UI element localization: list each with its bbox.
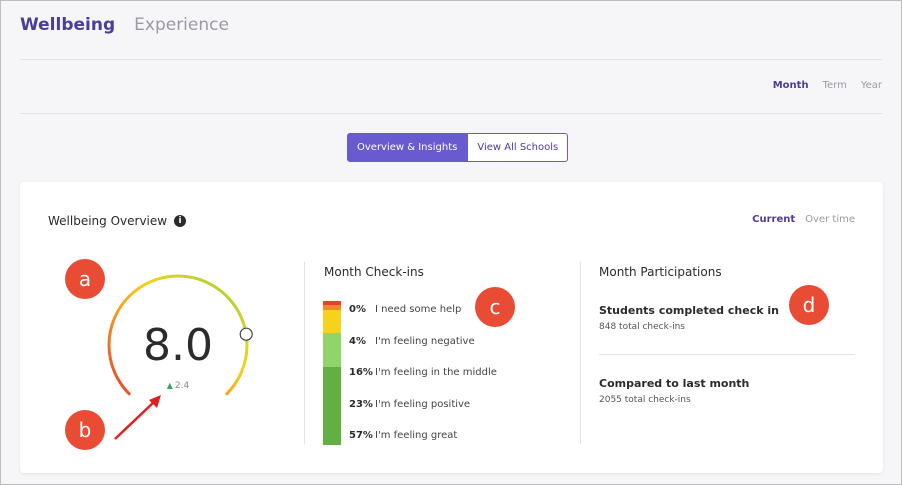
card-title: Wellbeing Overview i — [48, 214, 187, 228]
checkin-row: 57% I'm feeling great — [349, 430, 497, 462]
annotation-badge-c: c — [475, 287, 515, 327]
completed-title: Students completed check in — [599, 304, 779, 317]
compared-title: Compared to last month — [599, 377, 750, 390]
arrow-line — [114, 400, 156, 440]
checkin-pct: 57% — [349, 430, 373, 442]
wellbeing-overview-card: Wellbeing Overview i Current Over time — [20, 182, 883, 473]
period-divider — [20, 113, 882, 114]
gauge-handle — [239, 327, 253, 341]
column-divider-2 — [580, 262, 581, 444]
tab-wellbeing[interactable]: Wellbeing — [20, 15, 116, 35]
gauge-delta-value: 2.4 — [174, 381, 190, 391]
period-year[interactable]: Year — [860, 80, 882, 91]
view-toggle: Current Over time — [752, 214, 855, 225]
participations-divider — [599, 354, 855, 355]
compared-sub: 2055 total check-ins — [599, 395, 691, 405]
toggle-over-time[interactable]: Over time — [805, 214, 855, 225]
info-icon[interactable]: i — [174, 215, 187, 227]
gauge-delta: ▲ 2.4 — [98, 381, 258, 391]
period-term[interactable]: Term — [822, 80, 847, 91]
card-title-text: Wellbeing Overview — [48, 214, 168, 228]
checkin-pct: 16% — [349, 367, 373, 379]
bar-segment-great — [323, 367, 341, 445]
wellbeing-gauge: 8.0 ▲ 2.4 — [98, 270, 258, 420]
checkin-row: 23% I'm feeling positive — [349, 399, 497, 431]
annotation-badge-b: b — [65, 410, 105, 450]
checkins-list: 0% I need some help 4% I'm feeling negat… — [349, 304, 497, 462]
checkin-pct: 4% — [349, 335, 366, 347]
annotation-badge-a: a — [65, 259, 105, 299]
delta-up-icon: ▲ — [166, 381, 173, 390]
gauge-arc — [107, 274, 249, 396]
bar-segment-negative — [323, 310, 341, 333]
view-segmented-control: Overview & Insights View All Schools — [347, 133, 569, 162]
bar-segment-orange — [323, 305, 341, 310]
arrow-head-icon — [149, 395, 161, 408]
checkin-label: I need some help — [375, 304, 462, 315]
participations-title: Month Participations — [599, 265, 722, 279]
checkins-title: Month Check-ins — [324, 265, 424, 279]
gauge-value: 8.0 — [143, 320, 213, 371]
bar-segment-help — [323, 301, 341, 305]
toggle-current[interactable]: Current — [752, 214, 796, 225]
view-all-schools-button[interactable]: View All Schools — [467, 133, 569, 162]
checkins-stacked-bar — [323, 301, 341, 445]
checkin-row: 4% I'm feeling negative — [349, 336, 497, 368]
checkin-pct: 0% — [349, 304, 366, 315]
checkin-pct: 23% — [349, 398, 373, 410]
checkin-row: 0% I need some help — [349, 304, 497, 336]
tab-experience[interactable]: Experience — [134, 15, 229, 35]
bar-segment-middle — [323, 333, 341, 367]
checkin-row: 16% I'm feeling in the middle — [349, 367, 497, 399]
period-month[interactable]: Month — [772, 80, 809, 91]
completed-sub: 848 total check-ins — [599, 322, 685, 332]
annotation-arrow — [114, 395, 161, 440]
top-tabs: Wellbeing Experience — [20, 15, 229, 35]
header-divider — [20, 59, 882, 60]
period-selector: Month Term Year — [773, 80, 882, 91]
overview-insights-button[interactable]: Overview & Insights — [347, 133, 468, 162]
annotation-badge-d: d — [789, 285, 829, 325]
gauge-svg — [107, 274, 253, 396]
checkin-label: I'm feeling in the middle — [375, 367, 497, 379]
column-divider-1 — [304, 262, 305, 444]
checkin-label: I'm feeling great — [375, 430, 458, 442]
checkin-label: I'm feeling positive — [375, 398, 471, 410]
checkin-label: I'm feeling negative — [375, 335, 475, 347]
